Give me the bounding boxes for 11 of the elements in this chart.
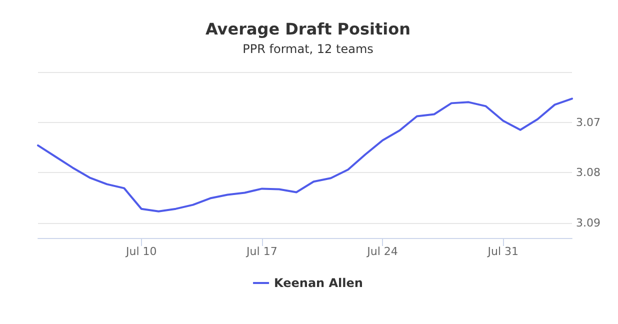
line-series (37, 98, 573, 212)
x-tick-label: Jul 31 (486, 245, 518, 258)
legend-label: Keenan Allen (274, 276, 363, 290)
y-tick-label: 3.07 (576, 116, 600, 129)
chart-subtitle: PPR format, 12 teams (242, 42, 374, 56)
y-tick-label: 3.09 (576, 216, 600, 230)
chart-title: Average Draft Position (205, 20, 411, 38)
x-tick-label: Jul 10 (124, 245, 157, 258)
x-tick-label: Jul 17 (246, 245, 278, 258)
y-tick-label: 3.08 (576, 166, 600, 180)
x-tick-label: Jul 24 (366, 245, 398, 258)
